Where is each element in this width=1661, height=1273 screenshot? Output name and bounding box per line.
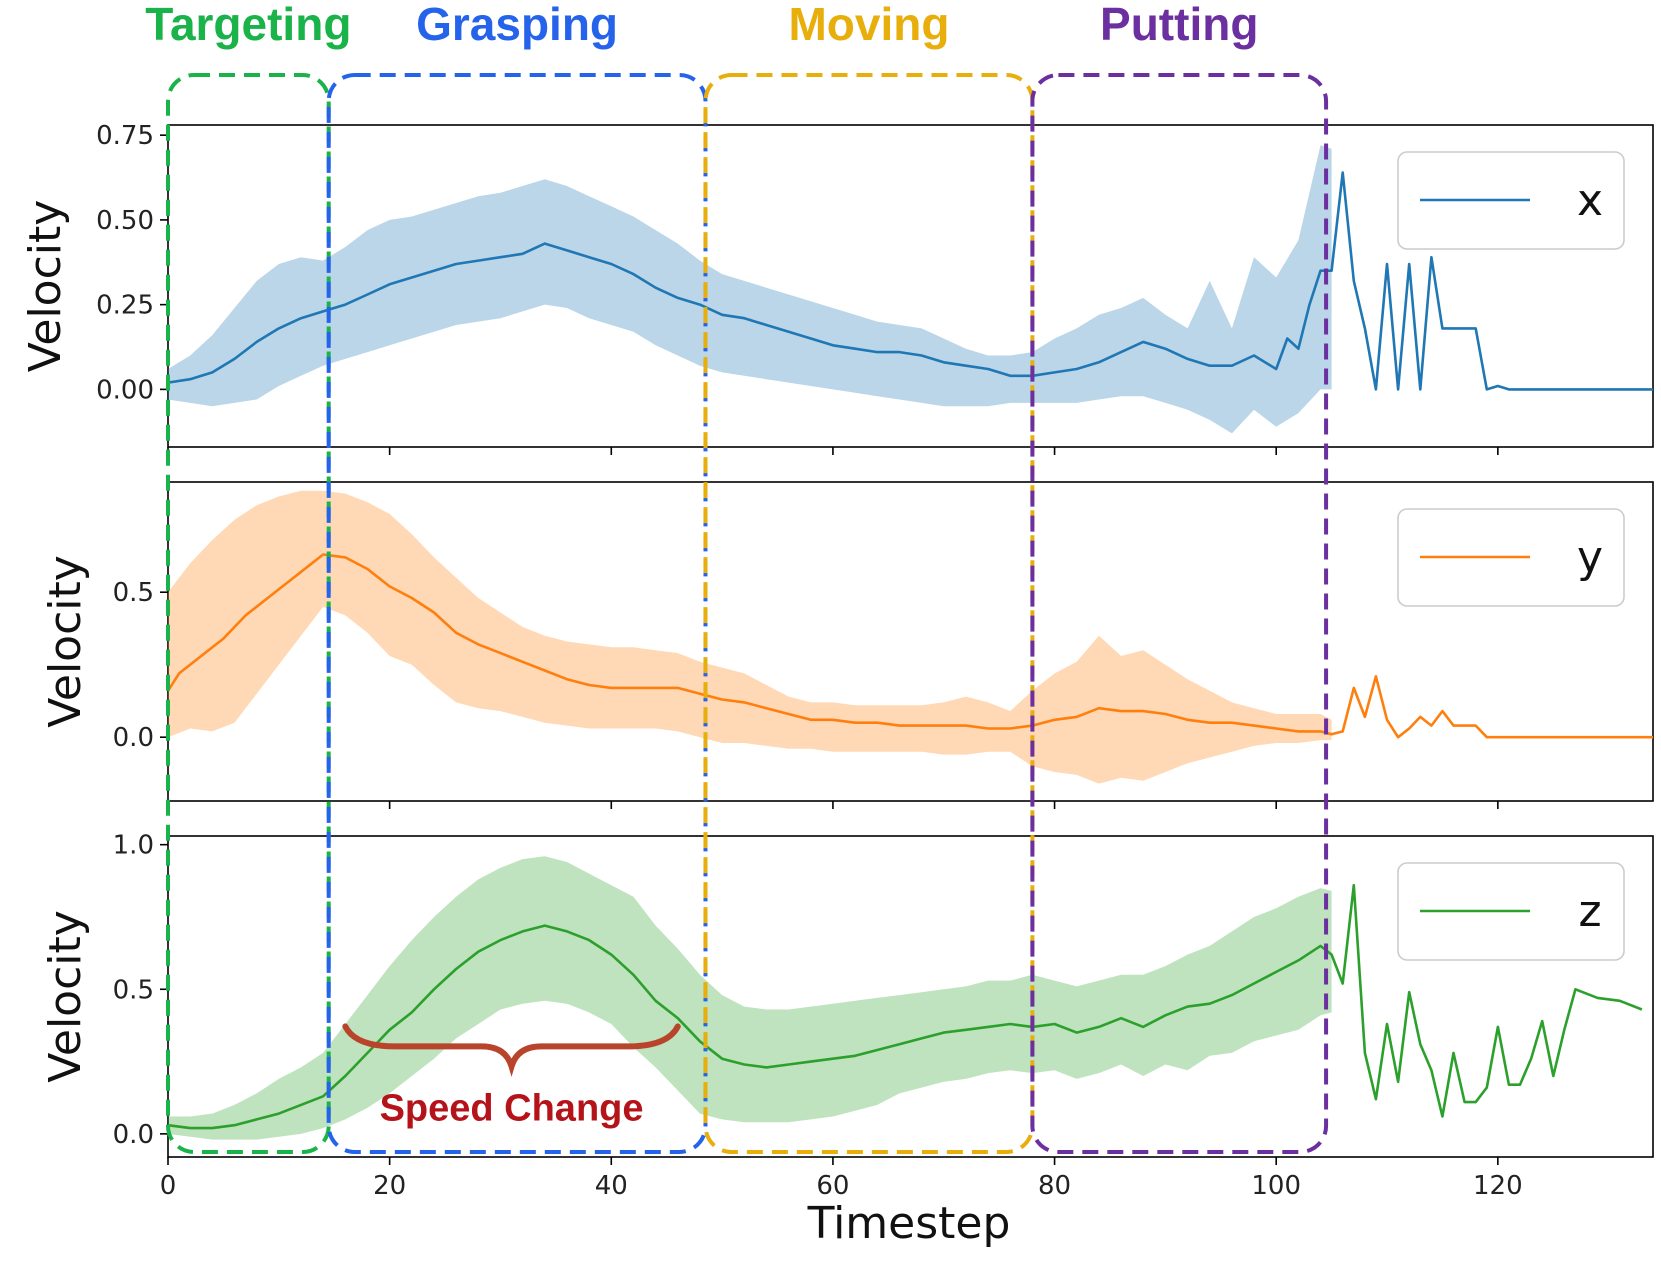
y-axis-title-z: Velocity (40, 910, 91, 1083)
curly-brace (342, 1023, 681, 1077)
y-tick-label-z: 1.0 (113, 831, 154, 861)
y-tick-label-x: 0.00 (96, 375, 154, 405)
mean-line-x (167, 171, 1653, 391)
std-band-x (168, 145, 1332, 434)
x-tick-label: 120 (1473, 1171, 1523, 1201)
legend-label-x: x (1577, 175, 1603, 226)
y-tick-label-y: 0.5 (113, 578, 154, 608)
phase-label-grasping: Grasping (416, 0, 618, 50)
panel-frame-z (167, 835, 1654, 1158)
phase-box-moving (703, 73, 1035, 1154)
panel-z: 0.0 0.5 1.0 Velocity z 0 20 40 60 80 100 120 (40, 831, 1654, 1201)
y-tick-label-x: 0.25 (96, 291, 154, 321)
y-tick-label-z: 0.5 (113, 975, 154, 1005)
legend-label-y: y (1577, 532, 1603, 583)
y-tick-label-y: 0.0 (113, 723, 154, 753)
mean-line-y (166, 553, 1653, 739)
y-tick-label-x: 0.75 (96, 121, 154, 151)
x-tick-label: 100 (1251, 1171, 1301, 1201)
legend-label-z: z (1578, 886, 1601, 937)
x-tick-label: 20 (373, 1171, 406, 1201)
phase-label-putting: Putting (1100, 0, 1258, 50)
annotation-text: Speed Change (380, 1087, 644, 1129)
speed-change-annotation: Speed Change (342, 1023, 681, 1129)
y-tick-label-x: 0.50 (96, 206, 154, 236)
y-axis-title-y: Velocity (40, 555, 91, 728)
panel-frame-y (167, 481, 1654, 802)
phase-label-moving: Moving (788, 0, 949, 50)
legend-x: x (1397, 151, 1625, 250)
panel-x: 0.00 0.25 0.50 0.75 Velocity x (20, 121, 1654, 455)
legend-y: y (1397, 508, 1625, 607)
x-tick-label: 60 (816, 1171, 849, 1201)
std-band-y (168, 490, 1332, 784)
x-tick-label: 0 (160, 1171, 177, 1201)
y-axis-title-x: Velocity (20, 200, 71, 373)
x-tick-label: 40 (595, 1171, 628, 1201)
x-axis-title: Timestep (807, 1198, 1011, 1249)
x-tick-label: 80 (1038, 1171, 1071, 1201)
panel-y: 0.0 0.5 Velocity y (40, 481, 1654, 809)
legend-z: z (1397, 862, 1625, 961)
phase-label-targeting: Targeting (145, 0, 351, 50)
std-band-z (168, 856, 1332, 1140)
phase-labels: Targeting Grasping Moving Putting (145, 0, 1329, 1154)
y-tick-label-z: 0.0 (113, 1120, 154, 1150)
